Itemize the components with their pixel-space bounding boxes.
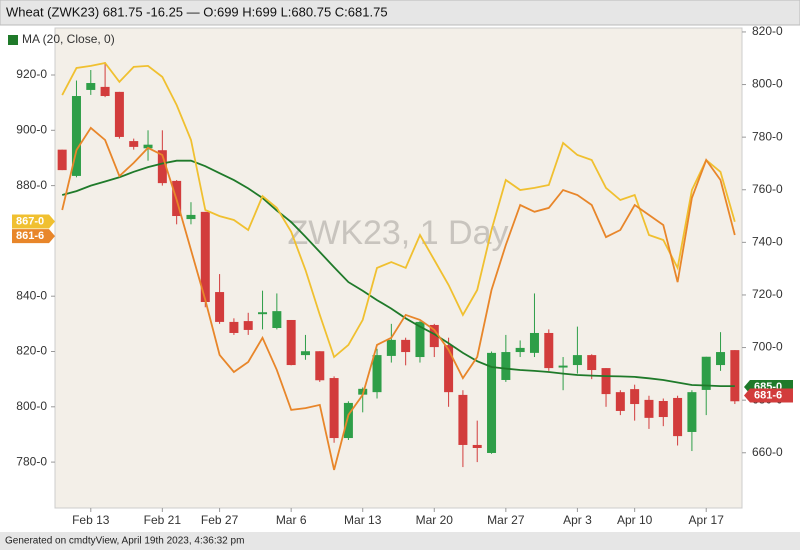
candle-body xyxy=(215,292,225,322)
candle-body xyxy=(186,214,196,220)
y2-tick-label: 660-0 xyxy=(752,445,783,459)
y2-tick-label: 800-0 xyxy=(752,77,783,91)
x-tick-label: Feb 21 xyxy=(144,513,182,527)
candle-body xyxy=(716,352,726,366)
y-tick-label: 900-0 xyxy=(16,122,47,136)
candle-body xyxy=(129,141,139,147)
price-tag xyxy=(12,229,55,244)
candle-body xyxy=(472,444,482,448)
x-tick-label: Apr 3 xyxy=(563,513,592,527)
price-tag xyxy=(744,388,793,403)
footer: Generated on cmdtyView, April 19th 2023,… xyxy=(5,536,244,547)
candle-body xyxy=(673,397,683,437)
y-tick-label: 840-0 xyxy=(16,288,47,302)
candle-body xyxy=(329,378,339,439)
y-tick-label: 880-0 xyxy=(16,178,47,192)
plot-area xyxy=(54,27,743,509)
candle-body xyxy=(501,352,511,380)
candle-body xyxy=(444,345,454,393)
price-tag-label: 861-6 xyxy=(16,230,44,242)
candle-body xyxy=(200,211,210,303)
candle-body xyxy=(372,355,382,393)
candle-body xyxy=(243,321,253,330)
x-tick-label: Mar 13 xyxy=(344,513,382,527)
candle-body xyxy=(114,91,124,137)
candle-body xyxy=(630,389,640,405)
candle-body xyxy=(300,351,310,356)
y-tick-label: 780-0 xyxy=(16,454,47,468)
x-tick-label: Mar 20 xyxy=(416,513,454,527)
candle-body xyxy=(286,319,296,366)
candle-body xyxy=(86,83,96,90)
candle-body xyxy=(587,355,597,371)
candle-body xyxy=(701,356,711,390)
candle-body xyxy=(415,321,425,358)
series-line xyxy=(61,159,735,387)
x-tick-label: Mar 27 xyxy=(487,513,525,527)
candle-body xyxy=(401,339,411,353)
candle-body xyxy=(71,96,81,176)
candle-body xyxy=(343,402,353,439)
candle-body xyxy=(687,392,697,432)
y2-tick-label: 740-0 xyxy=(752,235,783,249)
footer-bar xyxy=(0,532,800,550)
x-tick-label: Feb 27 xyxy=(201,513,239,527)
candle-body xyxy=(515,347,525,353)
candle-body xyxy=(572,355,582,366)
candle-body xyxy=(57,149,67,171)
candle-body xyxy=(458,394,468,445)
series-line xyxy=(61,62,736,359)
candle-body xyxy=(544,332,554,369)
y2-tick-label: 780-0 xyxy=(752,129,783,143)
candle-body xyxy=(529,332,539,353)
candle-body xyxy=(487,352,497,453)
series-line xyxy=(61,126,736,471)
candle-body xyxy=(229,321,239,333)
candle-body xyxy=(386,339,396,356)
candle-body xyxy=(601,368,611,395)
candle-body xyxy=(658,400,668,418)
x-tick-label: Apr 10 xyxy=(617,513,653,527)
watermark: ZWK23, 1 Day xyxy=(287,214,508,252)
candle-body xyxy=(272,311,282,328)
legend-label: MA (20, Close, 0) xyxy=(22,32,115,46)
y-tick-label: 820-0 xyxy=(16,344,47,358)
x-tick-label: Apr 17 xyxy=(689,513,725,527)
candle-body xyxy=(100,86,110,97)
candle-body xyxy=(429,324,439,348)
x-tick-label: Feb 13 xyxy=(72,513,110,527)
candle-body xyxy=(315,351,325,381)
candle-body xyxy=(558,365,568,368)
y-tick-label: 800-0 xyxy=(16,399,47,413)
header-bar xyxy=(0,0,800,26)
candle-body xyxy=(644,399,654,418)
candle-body xyxy=(143,144,153,149)
legend-swatch xyxy=(8,35,18,45)
y-tick-label: 920-0 xyxy=(16,67,47,81)
y2-tick-label: 820-0 xyxy=(752,24,783,38)
price-tag xyxy=(12,214,55,229)
candle-body xyxy=(615,392,625,411)
x-tick-label: Mar 6 xyxy=(276,513,307,527)
y2-tick-label: 700-0 xyxy=(752,340,783,354)
candle-body xyxy=(730,350,740,402)
chart-title: Wheat (ZWK23) 681.75 -16.25 — O:699 H:69… xyxy=(6,4,388,19)
candle-body xyxy=(258,312,268,315)
y2-tick-label: 720-0 xyxy=(752,287,783,301)
y2-tick-label: 760-0 xyxy=(752,182,783,196)
candle-body xyxy=(157,150,167,184)
price-tag-label: 867-0 xyxy=(16,215,44,227)
price-tag-label: 681-6 xyxy=(754,389,782,401)
